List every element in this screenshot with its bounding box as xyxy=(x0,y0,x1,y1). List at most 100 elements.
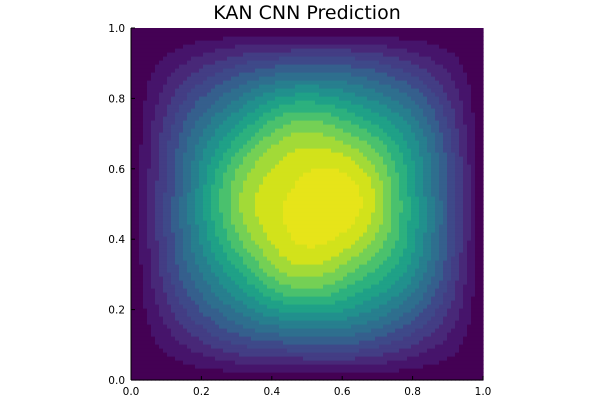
contour-cell xyxy=(203,292,208,297)
contour-cell xyxy=(279,104,284,109)
contour-cell xyxy=(143,116,148,121)
contour-cell xyxy=(279,280,284,285)
contour-cell xyxy=(143,120,148,125)
contour-cell xyxy=(139,140,144,145)
contour-cell xyxy=(339,96,344,101)
contour-cell xyxy=(159,248,164,253)
contour-cell xyxy=(243,264,248,269)
contour-cell xyxy=(331,372,336,377)
contour-cell xyxy=(191,228,196,233)
contour-cell xyxy=(219,276,224,281)
contour-cell xyxy=(215,280,220,285)
contour-cell xyxy=(143,280,148,285)
contour-cell xyxy=(155,188,160,193)
contour-cell xyxy=(243,124,248,129)
contour-cell xyxy=(223,208,228,213)
contour-cell xyxy=(327,376,332,381)
contour-cell xyxy=(295,296,300,301)
contour-cell xyxy=(275,96,280,101)
contour-cell xyxy=(215,140,220,145)
contour-cell xyxy=(131,228,136,233)
contour-cell xyxy=(331,300,336,305)
contour-cell xyxy=(207,64,212,69)
contour-cell xyxy=(287,308,292,313)
contour-cell xyxy=(199,108,204,113)
contour-cell xyxy=(139,272,144,277)
contour-cell xyxy=(295,348,300,353)
contour-cell xyxy=(319,44,324,49)
contour-cell xyxy=(187,68,192,73)
contour-cell xyxy=(255,320,260,325)
contour-cell xyxy=(295,64,300,69)
contour-cell xyxy=(323,28,328,33)
contour-cell xyxy=(143,176,148,181)
contour-cell xyxy=(167,188,172,193)
contour-cell xyxy=(171,68,176,73)
contour-cell xyxy=(319,224,324,229)
contour-cell xyxy=(163,284,168,289)
contour-cell xyxy=(135,64,140,69)
contour-cell xyxy=(179,228,184,233)
contour-cell xyxy=(195,324,200,329)
contour-cell xyxy=(131,304,136,309)
contour-cell xyxy=(327,316,332,321)
contour-cell xyxy=(355,108,360,113)
contour-cell xyxy=(155,340,160,345)
contour-cell xyxy=(283,252,288,257)
contour-cell xyxy=(147,44,152,49)
contour-cell xyxy=(155,132,160,137)
contour-cell xyxy=(163,92,168,97)
contour-cell xyxy=(251,308,256,313)
contour-cell xyxy=(159,356,164,361)
contour-cell xyxy=(247,308,252,313)
contour-cell xyxy=(223,364,228,369)
contour-cell xyxy=(263,288,268,293)
contour-cell xyxy=(311,152,316,157)
contour-cell xyxy=(323,232,328,237)
contour-cell xyxy=(215,156,220,161)
contour-cell xyxy=(155,288,160,293)
contour-cell xyxy=(219,280,224,285)
contour-cell xyxy=(211,148,216,153)
contour-cell xyxy=(355,372,360,377)
contour-cell xyxy=(267,224,272,229)
contour-cell xyxy=(279,244,284,249)
contour-cell xyxy=(339,156,344,161)
contour-cell xyxy=(199,180,204,185)
contour-cell xyxy=(231,288,236,293)
contour-cell xyxy=(311,276,316,281)
contour-cell xyxy=(171,60,176,65)
contour-cell xyxy=(147,308,152,313)
contour-cell xyxy=(159,308,164,313)
contour-cell xyxy=(223,204,228,209)
contour-cell xyxy=(335,136,340,141)
contour-cell xyxy=(155,344,160,349)
contour-cell xyxy=(339,360,344,365)
contour-cell xyxy=(315,204,320,209)
contour-cell xyxy=(247,172,252,177)
contour-cell xyxy=(283,296,288,301)
contour-cell xyxy=(235,84,240,89)
contour-cell xyxy=(135,344,140,349)
contour-cell xyxy=(251,208,256,213)
contour-cell xyxy=(271,120,276,125)
contour-cell xyxy=(287,36,292,41)
contour-cell xyxy=(143,304,148,309)
contour-cell xyxy=(155,100,160,105)
contour-cell xyxy=(175,40,180,45)
contour-cell xyxy=(323,228,328,233)
contour-cell xyxy=(143,284,148,289)
contour-cell xyxy=(135,292,140,297)
contour-cell xyxy=(139,224,144,229)
contour-cell xyxy=(315,60,320,65)
contour-cell xyxy=(231,376,236,381)
contour-cell xyxy=(295,316,300,321)
contour-cell xyxy=(167,296,172,301)
contour-cell xyxy=(223,340,228,345)
contour-cell xyxy=(263,176,268,181)
contour-cell xyxy=(267,184,272,189)
contour-cell xyxy=(163,324,168,329)
contour-cell xyxy=(327,272,332,277)
contour-cell xyxy=(179,232,184,237)
contour-cell xyxy=(263,116,268,121)
